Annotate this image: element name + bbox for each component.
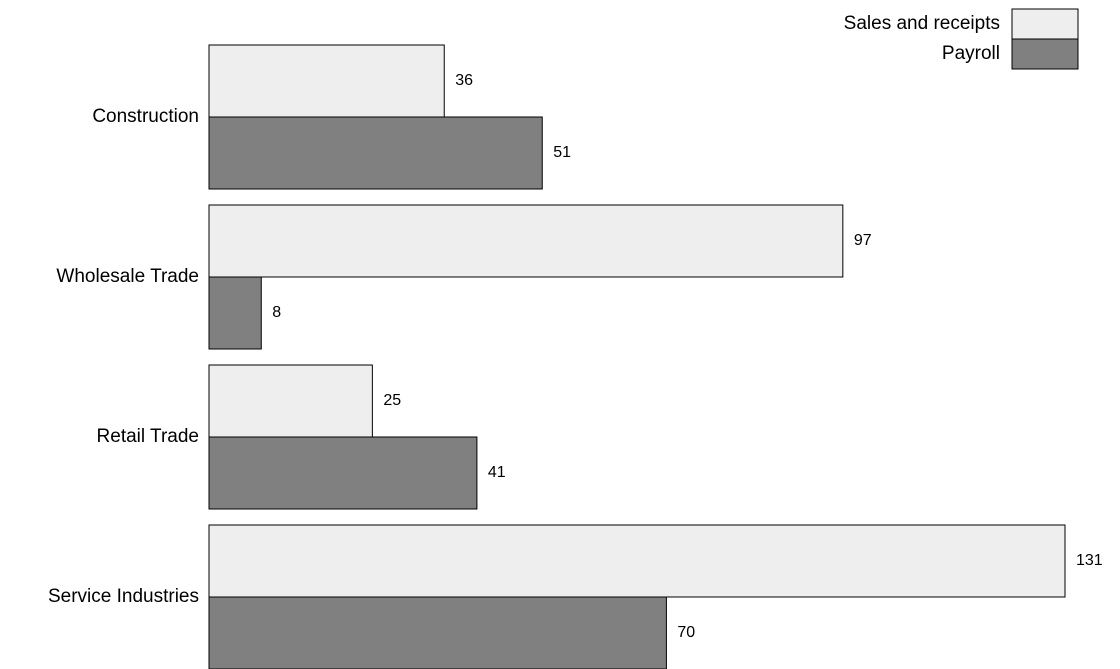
value-label-retail-trade-payroll: 41 xyxy=(488,464,506,481)
bar-wholesale-trade-sales-and-receipts xyxy=(209,205,843,277)
value-label-retail-trade-sales-and-receipts: 25 xyxy=(383,392,401,409)
value-label-construction-payroll: 51 xyxy=(553,144,571,161)
legend: Sales and receipts Payroll xyxy=(844,9,1078,69)
legend-label-sales-and-receipts: Sales and receipts xyxy=(844,13,1000,34)
bar-wholesale-trade-payroll xyxy=(209,277,261,349)
value-label-construction-sales-and-receipts: 36 xyxy=(455,72,473,89)
value-label-service-industries-payroll: 70 xyxy=(677,624,695,641)
value-label-wholesale-trade-sales-and-receipts: 97 xyxy=(854,232,872,249)
value-label-service-industries-sales-and-receipts: 131 xyxy=(1076,552,1103,569)
legend-label-payroll: Payroll xyxy=(942,43,1000,64)
category-label-retail-trade: Retail Trade xyxy=(97,426,199,447)
value-label-wholesale-trade-payroll: 8 xyxy=(272,304,281,321)
bar-construction-payroll xyxy=(209,117,542,189)
bar-service-industries-payroll xyxy=(209,597,666,669)
bar-service-industries-sales-and-receipts xyxy=(209,525,1065,597)
category-label-wholesale-trade: Wholesale Trade xyxy=(56,266,199,287)
bar-construction-sales-and-receipts xyxy=(209,45,444,117)
bar-retail-trade-payroll xyxy=(209,437,477,509)
bars-group xyxy=(209,45,1065,669)
legend-swatch-payroll xyxy=(1012,39,1078,69)
category-label-construction: Construction xyxy=(92,106,199,127)
legend-swatch-sales-and-receipts xyxy=(1012,9,1078,39)
bar-retail-trade-sales-and-receipts xyxy=(209,365,372,437)
category-label-service-industries: Service Industries xyxy=(48,586,199,607)
